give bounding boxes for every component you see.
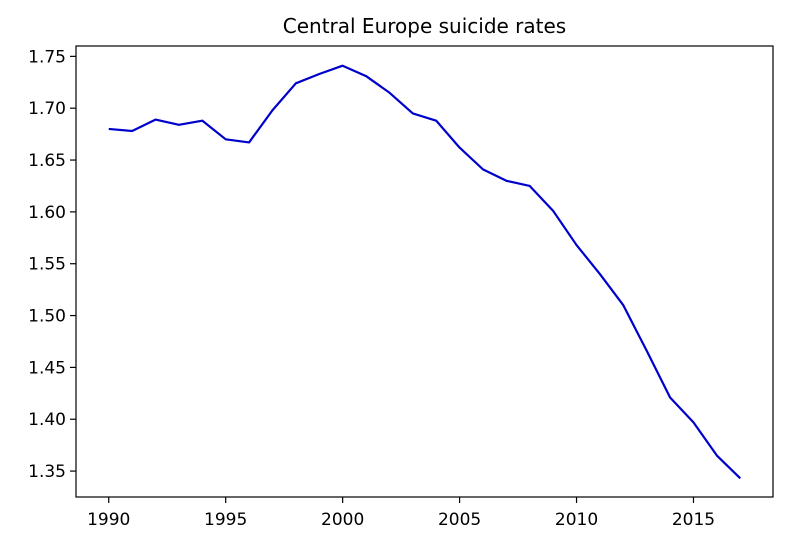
y-tick-label: 1.75 [28,47,66,67]
y-tick-label: 1.65 [28,151,66,171]
x-axis: 1990 1995 2000 2005 2010 2015 [87,497,715,530]
y-tick-label: 1.55 [28,255,66,275]
y-tick-label: 1.35 [28,462,66,482]
x-tick-label: 2000 [321,510,364,530]
x-tick-label: 1990 [87,510,130,530]
y-tick-label: 1.40 [28,410,66,430]
y-tick-label: 1.70 [28,99,66,119]
y-tick-label: 1.50 [28,307,66,327]
series-layer [108,64,742,480]
x-tick-label: 1995 [204,510,247,530]
x-tick-label: 2005 [438,510,481,530]
y-tick-label: 1.60 [28,203,66,223]
axes-frame [75,45,774,498]
x-tick-label: 2015 [672,510,715,530]
x-tick-label: 2010 [555,510,598,530]
plot-area: 1990 1995 2000 2005 2010 2015 1.35 1.40 1.45 1.5… [28,45,774,530]
y-tick-label: 1.45 [28,358,66,378]
chart-title: Central Europe suicide rates [283,14,566,38]
y-axis: 1.35 1.40 1.45 1.50 1.55 1.60 1.65 1.70 1.75 [28,47,76,482]
series-line [108,64,742,480]
